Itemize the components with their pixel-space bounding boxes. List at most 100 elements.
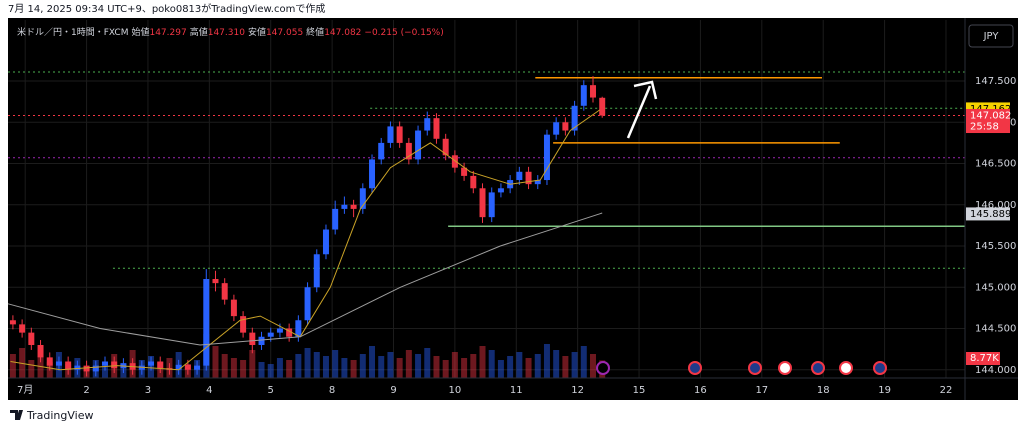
footer-bg <box>8 400 1018 430</box>
candle-body <box>461 167 468 176</box>
currency: JPY <box>983 31 1000 42</box>
candle-body <box>313 254 320 288</box>
volume-bar <box>276 358 283 378</box>
legend-change: −0.215 (−0.15%) <box>364 28 443 38</box>
candle-body <box>304 287 311 321</box>
event-icon[interactable] <box>778 361 792 375</box>
candle-body <box>534 180 541 185</box>
y-tick-label: 145.500 <box>975 241 1016 252</box>
event-icon[interactable] <box>688 361 702 375</box>
volume-bar <box>507 356 514 378</box>
ma-line <box>10 109 601 371</box>
x-tick-label: 19 <box>878 385 891 396</box>
volume-bar <box>516 352 523 378</box>
event-icons <box>596 361 887 375</box>
legend-label: 安値 <box>248 26 266 38</box>
candle-body <box>405 142 412 160</box>
candle-body <box>516 171 523 181</box>
volume-bar <box>286 360 293 378</box>
volume-bar <box>396 358 403 378</box>
y-tick-label: 145.000 <box>975 282 1016 293</box>
volume-bar <box>332 350 339 378</box>
candle-body <box>111 361 118 369</box>
candle-body <box>553 122 560 135</box>
chart-background <box>8 18 1018 400</box>
volume-bar <box>295 354 302 378</box>
arrow <box>626 85 652 139</box>
y-tick-label: 146.500 <box>975 159 1016 170</box>
volume-bar <box>525 358 532 378</box>
legend-symbol: 米ドル／円・1時間・FXCM <box>17 26 128 38</box>
candle-body <box>203 279 210 366</box>
volume-bar <box>304 348 311 378</box>
grid <box>8 20 965 378</box>
candle-body <box>157 361 164 369</box>
legend-value: 147.055 <box>266 28 303 38</box>
volume-bar <box>433 356 440 378</box>
candle-body <box>65 361 72 370</box>
volume-bar <box>590 354 596 378</box>
candle-body <box>9 320 16 325</box>
legend-label: 高値 <box>190 26 208 38</box>
legend-value: 147.297 <box>149 28 186 38</box>
candle-body <box>599 97 606 116</box>
event-icon[interactable] <box>748 361 762 375</box>
candle-body <box>37 345 44 358</box>
x-tick-label: 18 <box>817 385 830 396</box>
candle-body <box>341 204 348 209</box>
candle-body <box>369 159 376 189</box>
legend-value: 147.310 <box>208 28 245 38</box>
volume-bar <box>230 358 237 378</box>
candle-body <box>267 332 274 337</box>
event-icon[interactable] <box>873 361 887 375</box>
event-icon[interactable] <box>811 361 825 375</box>
legend-label: 始値 <box>131 26 149 38</box>
y-tick-label: 144.500 <box>975 324 1016 335</box>
price-label: 145.889 <box>970 209 1011 220</box>
volume-bar <box>369 346 376 378</box>
y-tick-label: 146.000 <box>975 200 1016 211</box>
candle-body <box>55 361 62 366</box>
event-icon[interactable] <box>839 361 853 375</box>
volume-bar <box>212 346 219 378</box>
x-tick-label: 5 <box>268 385 274 396</box>
volume-bar <box>488 350 495 378</box>
volume-bar <box>580 346 587 378</box>
candle-body <box>28 332 35 346</box>
candle-body <box>590 85 596 98</box>
candle-body <box>442 138 449 156</box>
candle-body <box>359 188 366 209</box>
volume-bar <box>415 354 422 378</box>
x-tick-label: 10 <box>449 385 462 396</box>
candle-body <box>101 361 108 366</box>
plot <box>7 71 965 378</box>
candle-body <box>258 336 265 346</box>
volume-bar <box>322 356 329 378</box>
price-label-bg <box>966 109 1010 134</box>
legend: 米ドル／円・1時間・FXCM 始値147.297 高値147.310 安値147.05… <box>17 26 444 38</box>
candle-body <box>286 328 293 337</box>
currency-box[interactable] <box>968 24 1014 48</box>
candle-body <box>184 364 191 370</box>
volume-bar <box>424 348 431 378</box>
x-tick-label: 11 <box>510 385 523 396</box>
volume-bar <box>9 354 16 378</box>
event-icon[interactable] <box>596 361 610 375</box>
volume-bar <box>534 354 541 378</box>
volume-bar <box>341 358 348 378</box>
volume-bar <box>378 356 385 378</box>
header-title: 7月 14, 2025 09:34 UTC+9、poko0813がTrading… <box>8 2 325 15</box>
x-tick-label: 9 <box>390 385 396 396</box>
candle-body <box>525 171 532 185</box>
candle-body <box>175 364 182 370</box>
x-tick-label: 16 <box>694 385 707 396</box>
ma-line <box>7 212 603 346</box>
candle-body <box>387 126 394 143</box>
candle-body <box>230 299 237 317</box>
candle-body <box>148 361 155 366</box>
arrow-head <box>633 80 658 100</box>
candle-body <box>451 155 458 168</box>
volume-bar <box>479 346 486 378</box>
volume-bar <box>258 362 265 378</box>
